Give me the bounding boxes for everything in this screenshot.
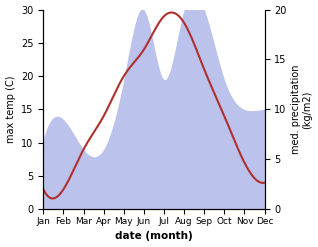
- Y-axis label: med. precipitation
(kg/m2): med. precipitation (kg/m2): [291, 65, 313, 154]
- X-axis label: date (month): date (month): [115, 231, 193, 242]
- Y-axis label: max temp (C): max temp (C): [5, 76, 16, 143]
